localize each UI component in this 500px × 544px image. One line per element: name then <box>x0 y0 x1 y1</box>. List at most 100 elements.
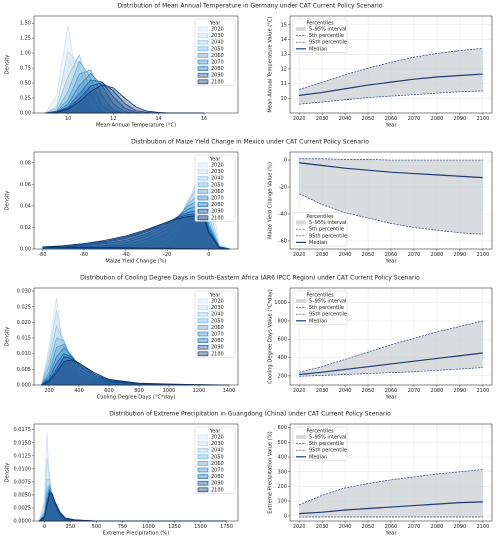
chart-title: Distribution of Mean Annual Temperature … <box>118 3 383 10</box>
legend-label: 5–95% interval <box>309 435 346 441</box>
x-tick-label: 2080 <box>431 388 444 394</box>
y-tick-label: 600 <box>277 337 287 343</box>
legend-label: Median <box>309 240 327 246</box>
legend-swatch <box>197 26 209 32</box>
legend-label: 2080 <box>211 474 224 480</box>
legend-swatch <box>197 72 209 78</box>
x-tick-label: 14 <box>155 116 161 122</box>
x-tick-label: 2090 <box>453 252 466 258</box>
legend-box <box>292 290 348 325</box>
x-tick-label: 2040 <box>339 524 352 530</box>
y-axis-label: Mean Annual Temperature Value (°C) <box>268 16 274 112</box>
x-tick-label: -80 <box>38 252 46 258</box>
legend-swatch <box>197 305 209 310</box>
x-tick-label: 750 <box>118 524 128 530</box>
legend-label: 2070 <box>211 332 224 338</box>
legend-swatch <box>197 441 209 446</box>
y-tick-label: 0.010 <box>17 351 31 357</box>
y-tick-label: 0.50 <box>20 81 31 87</box>
y-tick-label: 0.00 <box>20 247 31 253</box>
y-tick-label: 0.25 <box>20 96 31 102</box>
x-tick-label: 2020 <box>293 116 306 122</box>
y-axis-label: Maize Yield Change Value (%) <box>268 162 274 239</box>
legend-title: Percentiles <box>306 214 334 220</box>
x-axis-label: Maize Yield Change (%) <box>105 259 166 265</box>
legend-label: 2020 <box>211 27 224 33</box>
y-tick-label: 14 <box>281 37 287 43</box>
y-tick-label: 0.00 <box>20 111 31 117</box>
y-tick-label: 13 <box>281 52 287 58</box>
legend-label: 2020 <box>211 163 224 169</box>
percentile-band <box>299 320 483 377</box>
chart-title: Distribution of Extreme Precipitation in… <box>109 411 391 418</box>
percentile-line <box>299 158 483 161</box>
plot-frame <box>33 287 239 386</box>
x-tick-label: -20 <box>163 252 171 258</box>
legend-box <box>194 18 236 86</box>
legend-label: 5–95% interval <box>309 299 346 305</box>
x-axis-label: Year <box>385 259 398 265</box>
x-tick-label: 12 <box>110 116 116 122</box>
x-tick-label: 2080 <box>431 524 444 530</box>
legend-title: Year <box>209 429 222 435</box>
percentile-band <box>299 48 483 105</box>
x-axis-label: Extreme Precipitation (%) <box>103 531 170 537</box>
y-tick-label: 1000 <box>274 300 287 306</box>
legend-label: 2040 <box>211 312 224 318</box>
legend-label: 95th percentile <box>309 40 347 46</box>
legend-label: Median <box>309 46 327 52</box>
legend-swatch <box>197 53 209 58</box>
median-line <box>299 73 483 96</box>
percentile-line <box>299 47 483 90</box>
legend-swatch <box>197 79 209 85</box>
legend-box <box>194 290 236 358</box>
x-axis-label: Year <box>385 395 398 401</box>
plot-frame <box>289 287 493 386</box>
y-tick-label: -20 <box>279 185 287 191</box>
legend-swatch <box>296 27 306 31</box>
x-tick-label: 2090 <box>453 524 466 530</box>
legend-swatch <box>197 434 209 440</box>
y-tick-label: 0.0075 <box>14 479 32 485</box>
y-tick-label: 0.06 <box>20 182 31 188</box>
x-tick-label: 2040 <box>339 116 352 122</box>
legend-label: 2070 <box>211 468 224 474</box>
legend-box <box>292 18 348 53</box>
x-tick-label: 2030 <box>316 252 329 258</box>
x-tick-label: 2050 <box>362 524 375 530</box>
plot-frame <box>33 15 239 114</box>
chart-title: Distribution of Maize Yield Change in Me… <box>131 139 369 146</box>
percentile-band <box>299 158 483 235</box>
x-tick-label: 2070 <box>408 252 421 258</box>
y-axis-label: Density <box>5 191 11 211</box>
legend-label: 2060 <box>211 461 224 467</box>
plot-frame <box>289 15 493 114</box>
y-tick-label: 0.020 <box>17 320 31 326</box>
legend-label: 2060 <box>211 53 224 59</box>
legend-swatch <box>197 311 209 317</box>
x-tick-label: 2050 <box>362 388 375 394</box>
x-tick-label: 2030 <box>316 116 329 122</box>
x-tick-label: 1750 <box>220 524 233 530</box>
y-tick-label: 0.0100 <box>14 466 32 472</box>
legend-swatch <box>197 46 209 52</box>
legend-label: 2030 <box>211 169 224 175</box>
legend-label: 2030 <box>211 441 224 447</box>
plot-frame <box>33 151 239 250</box>
percentile-line <box>299 367 483 377</box>
density-area <box>38 491 227 522</box>
density-area <box>41 359 230 386</box>
y-tick-label: 0.030 <box>17 289 31 295</box>
legend-label: Median <box>309 318 327 324</box>
legend-swatch <box>197 447 209 453</box>
legend-swatch <box>197 195 209 201</box>
x-tick-label: -40 <box>122 252 130 258</box>
legend-label: 5–95% interval <box>309 27 346 33</box>
legend-label: 2040 <box>211 448 224 454</box>
legend-label: 2090 <box>211 73 224 79</box>
legend-label: 2060 <box>211 189 224 195</box>
x-tick-label: 2090 <box>453 116 466 122</box>
x-tick-label: 2100 <box>476 252 489 258</box>
x-tick-label: 2060 <box>385 524 398 530</box>
